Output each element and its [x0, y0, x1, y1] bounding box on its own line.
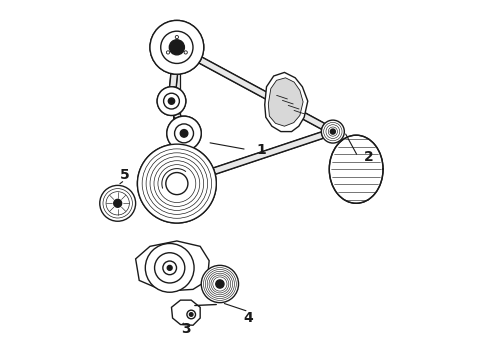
Circle shape: [207, 271, 233, 297]
Circle shape: [146, 243, 194, 292]
Circle shape: [324, 122, 342, 141]
Polygon shape: [265, 72, 308, 132]
Circle shape: [167, 51, 170, 54]
Circle shape: [154, 253, 185, 283]
Circle shape: [211, 275, 229, 293]
Circle shape: [100, 185, 136, 221]
Circle shape: [180, 130, 188, 137]
Circle shape: [167, 51, 170, 54]
Circle shape: [174, 124, 194, 143]
Text: 2: 2: [364, 150, 373, 164]
Circle shape: [167, 116, 201, 150]
Polygon shape: [173, 113, 181, 119]
Circle shape: [330, 129, 335, 134]
Circle shape: [166, 172, 188, 195]
Circle shape: [170, 40, 184, 55]
Circle shape: [203, 267, 236, 300]
Circle shape: [103, 189, 132, 218]
Circle shape: [166, 172, 188, 195]
Circle shape: [184, 51, 187, 54]
Text: 4: 4: [244, 311, 253, 325]
Circle shape: [180, 130, 188, 137]
Circle shape: [170, 40, 184, 55]
Circle shape: [150, 21, 204, 74]
Circle shape: [205, 269, 234, 298]
Circle shape: [164, 93, 179, 109]
Circle shape: [169, 98, 174, 104]
Circle shape: [174, 124, 194, 143]
Circle shape: [150, 157, 204, 210]
Circle shape: [167, 265, 172, 270]
Polygon shape: [213, 132, 323, 175]
Circle shape: [157, 87, 186, 116]
Circle shape: [137, 144, 216, 223]
Circle shape: [164, 93, 179, 109]
Circle shape: [142, 149, 212, 218]
Circle shape: [169, 98, 174, 104]
Circle shape: [161, 31, 193, 63]
Circle shape: [209, 273, 231, 295]
Polygon shape: [172, 300, 200, 325]
Circle shape: [114, 199, 122, 207]
Circle shape: [146, 153, 208, 214]
Circle shape: [163, 261, 176, 275]
Text: 1: 1: [256, 143, 266, 157]
Circle shape: [175, 36, 178, 39]
Ellipse shape: [329, 135, 383, 203]
Circle shape: [328, 127, 338, 136]
Polygon shape: [199, 57, 324, 129]
Circle shape: [187, 310, 196, 319]
Circle shape: [190, 313, 193, 316]
Circle shape: [167, 116, 201, 150]
Text: 5: 5: [120, 168, 130, 182]
Circle shape: [158, 165, 196, 203]
Polygon shape: [170, 74, 178, 87]
Text: 3: 3: [181, 322, 191, 336]
Polygon shape: [269, 78, 303, 126]
Circle shape: [142, 149, 212, 218]
Circle shape: [157, 87, 186, 116]
Circle shape: [158, 165, 196, 203]
Circle shape: [184, 51, 187, 54]
Circle shape: [137, 144, 216, 223]
Circle shape: [321, 120, 344, 143]
Circle shape: [150, 157, 204, 210]
Circle shape: [161, 31, 193, 63]
Circle shape: [154, 161, 200, 207]
Circle shape: [154, 161, 200, 207]
Circle shape: [216, 280, 224, 288]
Circle shape: [175, 36, 178, 39]
Circle shape: [146, 153, 208, 214]
Polygon shape: [136, 241, 209, 291]
Polygon shape: [173, 74, 180, 144]
Circle shape: [213, 277, 227, 291]
Circle shape: [326, 125, 340, 139]
Polygon shape: [178, 144, 186, 151]
Circle shape: [150, 21, 204, 74]
Circle shape: [201, 265, 239, 303]
Circle shape: [106, 192, 129, 215]
